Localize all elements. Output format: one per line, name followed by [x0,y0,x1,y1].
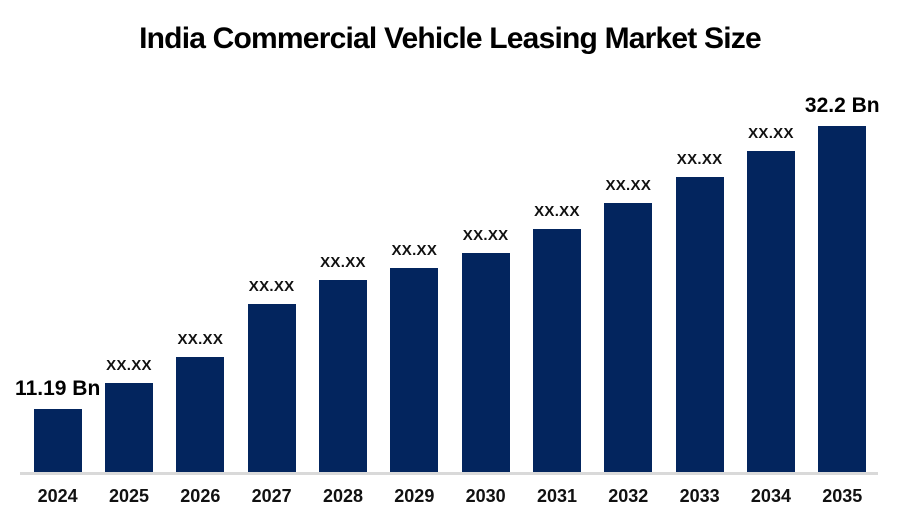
x-axis-label-2024: 2024 [37,486,78,506]
bar-2028 [318,280,367,473]
bar-group-2030: XX.XX [450,227,521,473]
value-label-2030: XX.XX [462,227,509,244]
bar-group-2028: XX.XX [307,254,378,473]
x-axis-label-2029: 2029 [394,486,435,506]
bar-2027 [247,304,296,473]
bar-2026 [176,357,225,473]
x-axis-label-2034: 2034 [750,486,791,506]
value-label-2029: XX.XX [391,242,438,259]
x-axis-label-2025: 2025 [108,486,150,506]
bar-group-2034: XX.XX [735,125,806,473]
value-label-2033: XX.XX [676,151,723,168]
bar-2035 [818,126,867,473]
bar-group-2032: XX.XX [593,177,664,473]
value-label-2024: 11.19 Bn [15,377,101,400]
bar-group-2033: XX.XX [664,151,735,473]
value-label-2026: XX.XX [177,331,224,348]
bar-2030 [461,253,510,473]
bar-group-2035: 32.2 Bn [804,94,880,473]
bar-group-2031: XX.XX [521,203,592,473]
x-axis-label-2035: 2035 [822,486,863,506]
bar-group-2025: XX.XX [93,357,164,473]
x-axis-line [20,472,878,475]
bar-group-2029: XX.XX [379,242,450,473]
bar-group-2026: XX.XX [165,331,236,473]
x-axis-label-2028: 2028 [322,486,363,506]
bar-2031 [532,229,581,473]
x-axis-label-2026: 2026 [180,486,221,506]
bar-2029 [390,268,439,473]
x-axis-label-2033: 2033 [679,486,720,506]
x-axis-label-2030: 2030 [465,486,506,506]
bar-2025 [104,383,153,473]
x-axis-labels: 2024 2025 2026 2027 2028 2029 2030 2031 2032 2033… [22,486,878,507]
value-label-2027: XX.XX [248,278,295,295]
x-axis-label-2027: 2027 [251,486,292,506]
bar-2034 [746,151,795,473]
value-label-2035: 32.2 Bn [804,94,880,117]
bar-group-2027: XX.XX [236,278,307,473]
bar-2024 [33,409,82,473]
bar-2032 [604,203,653,473]
value-label-2028: XX.XX [320,254,366,271]
bars-area: 11.19 Bn XX.XX XX.XX XX.XX XX.XX XX.XX XX.XX XX… [15,0,880,473]
value-label-2032: XX.XX [605,177,652,194]
chart-title: India Commercial Vehicle Leasing Market … [139,22,762,55]
value-label-2025: XX.XX [106,357,152,374]
x-axis-label-2031: 2031 [536,486,577,506]
x-axis-label-2032: 2032 [608,486,649,506]
value-label-2031: XX.XX [534,203,580,220]
value-label-2034: XX.XX [748,125,794,142]
bar-2033 [675,177,724,473]
bar-group-2024: 11.19 Bn [15,377,100,473]
